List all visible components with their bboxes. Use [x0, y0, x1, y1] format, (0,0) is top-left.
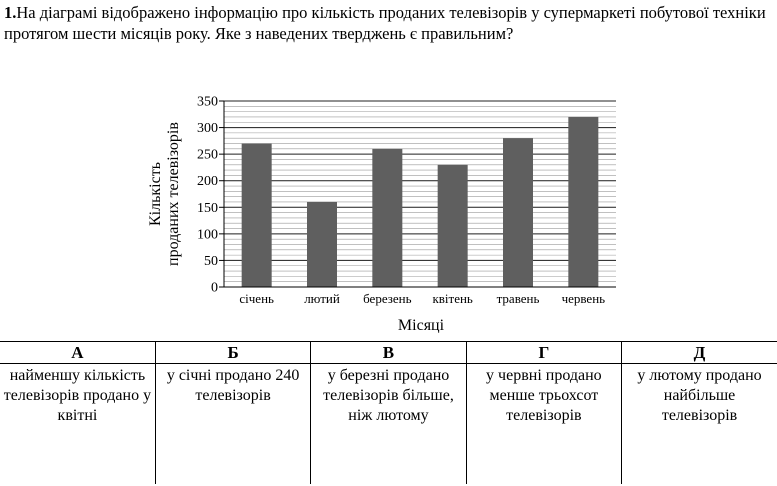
chart-x-tick-label: червень: [562, 291, 606, 306]
chart-bar-2: [307, 201, 337, 287]
chart-x-tick-labels: січень лютий березень квітень травень червень: [239, 291, 605, 306]
question-body: На діаграмі відображено інформацію про к…: [4, 3, 766, 43]
option-d-text: у червні продано менше трьохсот телевізо…: [465, 363, 622, 484]
option-c-letter: В: [310, 341, 467, 364]
chart-y-tick-label: 100: [197, 227, 218, 242]
chart-bar-5: [503, 138, 533, 287]
chart-x-tick-label: березень: [363, 291, 412, 306]
chart-x-tick-label: травень: [497, 291, 540, 306]
chart-y-tick-label: 300: [197, 121, 218, 136]
chart-y-axis-label-line1: Кількість: [147, 162, 164, 226]
option-b-letter: Б: [154, 341, 311, 364]
chart-x-axis-label: Місяці: [398, 317, 445, 334]
chart-x-tick-label: лютий: [304, 291, 340, 306]
chart-bar-6: [568, 116, 599, 287]
chart-y-tick-label: 0: [211, 281, 218, 296]
chart-y-tick-label: 150: [197, 201, 218, 216]
option-a-letter: А: [0, 341, 156, 364]
option-e-letter: Д: [621, 341, 777, 364]
chart-y-tick-label: 200: [197, 174, 218, 189]
question-text: 1.На діаграмі відображено інформацію про…: [4, 2, 772, 44]
chart-bars: [241, 116, 599, 287]
chart-bar-1: [241, 143, 272, 287]
option-b-text: у січні продано 240 телевізорів: [154, 363, 311, 484]
chart-bar-4: [437, 164, 468, 287]
chart-major-grid: [224, 100, 616, 288]
chart-y-tick-labels: 0 50 100 150 200 250 300 350: [197, 95, 224, 296]
bar-chart: 0 50 100 150 200 250 300 350 січень лютий березен…: [147, 95, 616, 334]
chart-x-tick-label: січень: [239, 291, 274, 306]
chart-y-axis-label-line2: проданих телевізорів: [165, 122, 182, 266]
chart-y-tick-label: 250: [197, 148, 218, 163]
option-d-letter: Г: [465, 341, 622, 364]
chart-x-tick-label: квітень: [432, 291, 472, 306]
option-c-text: у березні продано телевізорів більше, ні…: [310, 363, 467, 484]
chart-bar-3: [372, 148, 403, 287]
option-a-text: найменшу кількість телевізорів продано у…: [3, 367, 152, 424]
chart-minor-grid: [224, 100, 616, 288]
answer-options-table: А Б В Г Д найменшу кількість телевізорів…: [0, 341, 777, 484]
chart-y-tick-label: 350: [197, 95, 218, 110]
chart-y-tick-label: 50: [204, 254, 218, 269]
question-number: 1.: [4, 3, 17, 22]
option-e-text: у лютому продано найбільше телевізорів: [621, 363, 777, 484]
